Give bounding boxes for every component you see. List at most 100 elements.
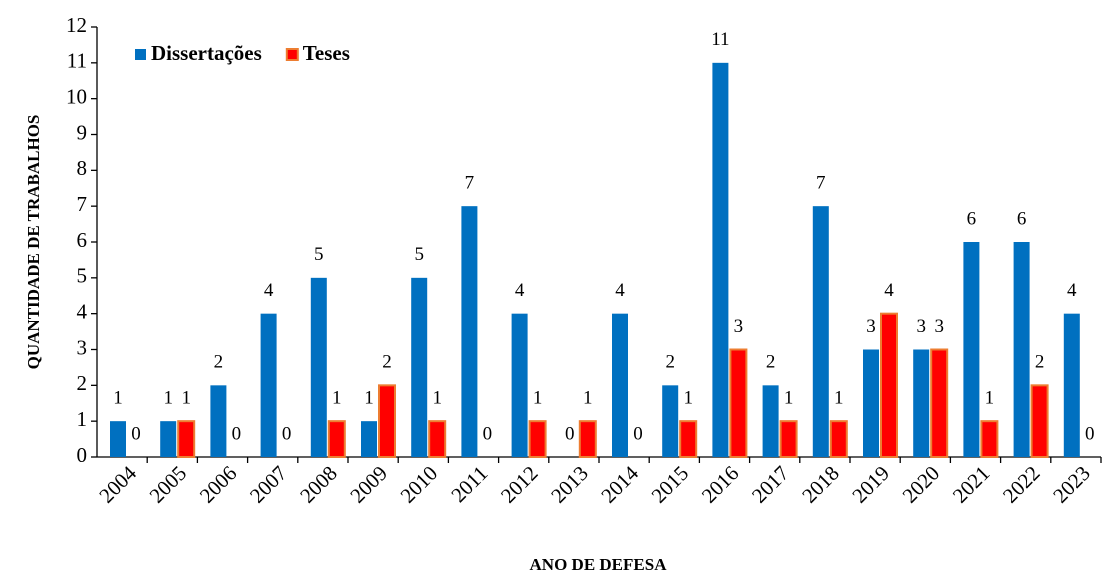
x-tick-label: 2016 bbox=[697, 461, 744, 508]
x-tick-label: 2014 bbox=[596, 461, 643, 508]
x-axis-label: ANO DE DEFESA bbox=[530, 555, 668, 574]
data-label: 2 bbox=[382, 352, 392, 373]
bar bbox=[528, 420, 547, 458]
bar bbox=[511, 313, 528, 457]
data-label: 0 bbox=[131, 423, 141, 444]
bar bbox=[812, 206, 829, 457]
bar bbox=[110, 421, 126, 457]
x-tick-label: 2021 bbox=[948, 461, 995, 508]
bar bbox=[411, 277, 428, 457]
y-tick-label: 4 bbox=[77, 299, 88, 323]
bar bbox=[679, 420, 698, 458]
data-label: 1 bbox=[364, 388, 374, 409]
bar bbox=[712, 62, 729, 457]
x-tick-label: 2020 bbox=[898, 461, 945, 508]
data-label: 4 bbox=[1067, 280, 1077, 301]
bar bbox=[327, 420, 346, 458]
x-tick-label: 2005 bbox=[145, 461, 192, 508]
legend-swatch bbox=[135, 49, 146, 60]
data-label: 11 bbox=[711, 29, 729, 50]
data-label: 0 bbox=[1085, 423, 1095, 444]
x-tick-label: 2007 bbox=[245, 461, 292, 508]
bar bbox=[662, 385, 679, 457]
y-tick-label: 11 bbox=[67, 49, 87, 73]
bar bbox=[378, 384, 396, 459]
bar bbox=[310, 277, 327, 457]
data-label: 1 bbox=[583, 388, 593, 409]
bar bbox=[1013, 242, 1030, 457]
data-label: 0 bbox=[633, 423, 643, 444]
data-label: 0 bbox=[483, 423, 493, 444]
y-tick-label: 5 bbox=[77, 264, 88, 288]
data-label: 6 bbox=[967, 208, 977, 229]
x-tick-label: 2017 bbox=[747, 461, 794, 508]
data-label: 1 bbox=[683, 388, 693, 409]
data-label: 1 bbox=[432, 388, 442, 409]
y-tick-label: 3 bbox=[77, 335, 88, 359]
bar bbox=[578, 420, 597, 458]
data-label: 1 bbox=[834, 388, 844, 409]
data-label: 1 bbox=[163, 388, 173, 409]
bar bbox=[963, 242, 980, 457]
y-tick-label: 7 bbox=[77, 192, 88, 216]
bar bbox=[829, 420, 848, 458]
data-label: 4 bbox=[515, 280, 525, 301]
y-tick-label: 0 bbox=[77, 443, 88, 467]
data-label: 3 bbox=[934, 316, 944, 337]
bar bbox=[361, 421, 377, 457]
x-tick-label: 2019 bbox=[847, 461, 894, 508]
bar bbox=[729, 348, 748, 458]
x-tick-label: 2004 bbox=[94, 461, 141, 508]
data-label: 5 bbox=[314, 244, 324, 265]
x-tick-label: 2015 bbox=[647, 461, 694, 508]
x-tick-label: 2008 bbox=[295, 461, 342, 508]
bar bbox=[177, 420, 196, 458]
data-label: 0 bbox=[565, 423, 575, 444]
y-tick-label: 9 bbox=[77, 120, 88, 144]
data-label: 1 bbox=[332, 388, 342, 409]
x-tick-label: 2006 bbox=[195, 461, 242, 508]
data-label: 1 bbox=[181, 388, 191, 409]
bar bbox=[612, 313, 628, 457]
data-label: 4 bbox=[615, 280, 625, 301]
bar bbox=[428, 420, 447, 458]
data-label: 3 bbox=[734, 316, 744, 337]
bar bbox=[461, 206, 478, 457]
data-label: 1 bbox=[113, 388, 123, 409]
bar bbox=[779, 420, 798, 458]
data-label: 1 bbox=[784, 388, 794, 409]
data-label: 7 bbox=[465, 173, 475, 194]
bar bbox=[1030, 384, 1049, 459]
data-label: 7 bbox=[816, 173, 826, 194]
x-tick-label: 2023 bbox=[1048, 461, 1095, 508]
data-label: 2 bbox=[665, 352, 675, 373]
data-label: 0 bbox=[232, 423, 242, 444]
bar bbox=[210, 385, 227, 457]
x-tick-label: 2013 bbox=[546, 461, 593, 508]
x-tick-label: 2009 bbox=[345, 461, 392, 508]
bar bbox=[260, 313, 277, 457]
bar bbox=[160, 421, 177, 457]
x-tick-label: 2012 bbox=[496, 461, 543, 508]
data-label: 0 bbox=[282, 423, 292, 444]
y-tick-label: 8 bbox=[77, 156, 88, 180]
y-tick-label: 2 bbox=[77, 371, 88, 395]
data-label: 5 bbox=[414, 244, 424, 265]
data-label: 1 bbox=[533, 388, 543, 409]
legend-label: Dissertações bbox=[151, 41, 262, 65]
bar bbox=[1063, 313, 1080, 457]
data-label: 2 bbox=[766, 352, 776, 373]
data-label: 4 bbox=[264, 280, 274, 301]
x-tick-label: 2018 bbox=[797, 461, 844, 508]
data-label: 6 bbox=[1017, 208, 1027, 229]
data-label: 4 bbox=[884, 280, 894, 301]
y-tick-label: 12 bbox=[66, 13, 87, 37]
bar bbox=[930, 348, 949, 458]
data-label: 1 bbox=[985, 388, 995, 409]
bar bbox=[913, 349, 930, 457]
y-tick-label: 1 bbox=[77, 407, 88, 431]
data-label: 2 bbox=[214, 352, 224, 373]
y-tick-label: 6 bbox=[77, 228, 88, 252]
x-tick-label: 2010 bbox=[396, 461, 443, 508]
